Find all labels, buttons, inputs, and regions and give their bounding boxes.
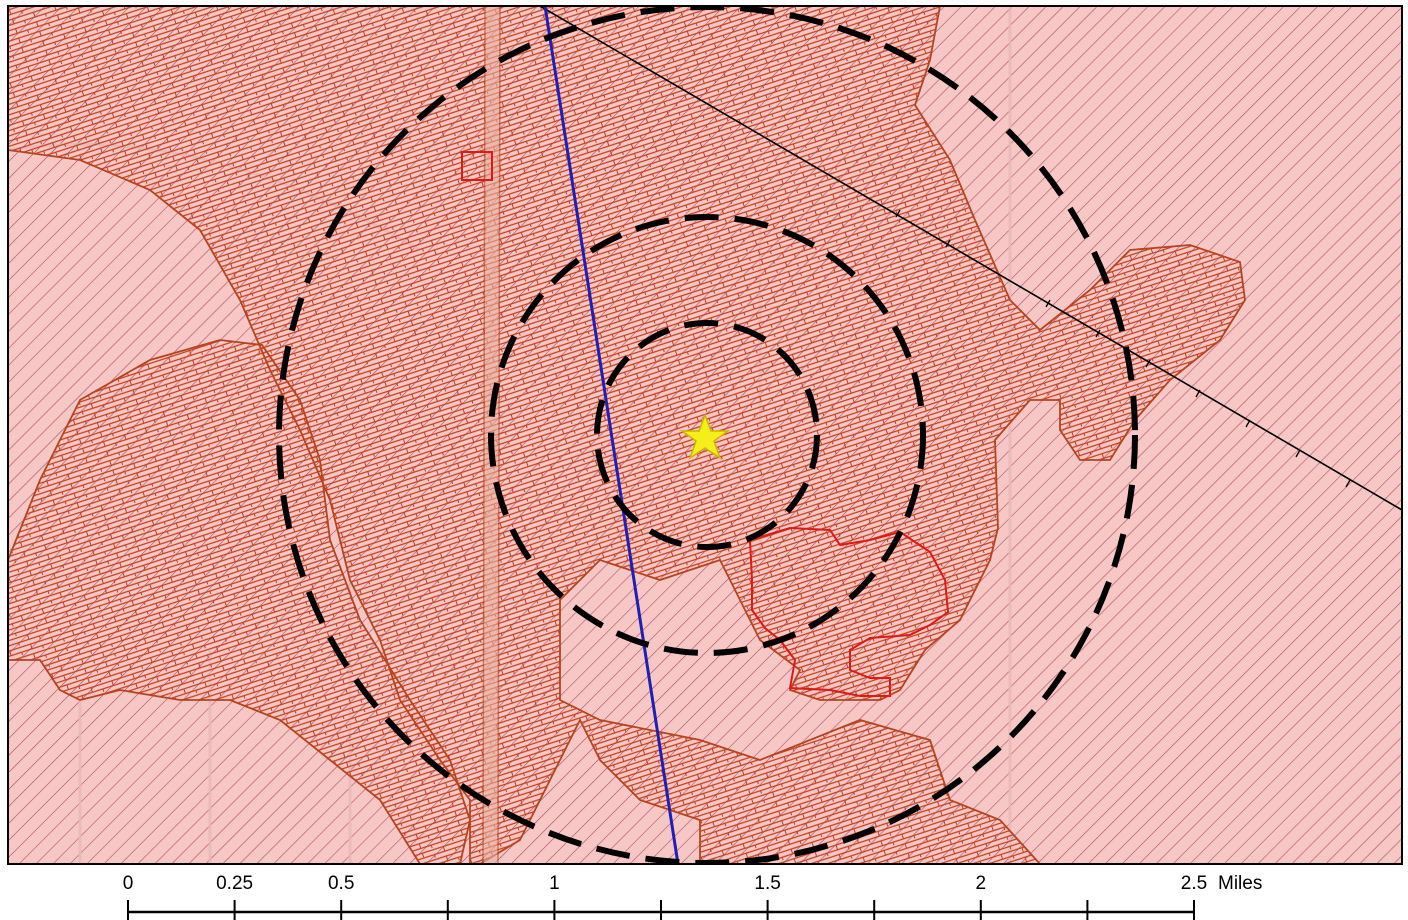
scale-label: 0.25 — [216, 873, 253, 894]
pipeline-line — [543, 6, 680, 864]
scale-label: 1.5 — [754, 873, 780, 894]
scale-unit-label: Miles — [1218, 873, 1262, 894]
scale-labels: 0 0.25 0.5 1 1.5 2 2.5 — [123, 873, 1208, 894]
map-body — [8, 6, 1402, 864]
buffer-ring-inner — [594, 320, 820, 550]
scale-ticks — [127, 900, 1195, 920]
scale-label: 2.5 — [1181, 873, 1207, 894]
map-border — [7, 5, 1403, 865]
large-parcel — [748, 526, 950, 697]
scale-label: 2 — [976, 873, 987, 894]
scale-label: 0 — [123, 873, 134, 894]
railroad — [539, 6, 1402, 511]
small-parcel — [461, 151, 493, 181]
scale-label: 1 — [549, 873, 560, 894]
scale-bar: 0 0.25 0.5 1 1.5 2 2.5 Miles — [123, 873, 1262, 920]
parcels — [461, 151, 950, 697]
site-star-icon[interactable] — [679, 412, 731, 460]
scale-label: 0.5 — [328, 873, 354, 894]
brick-hatch-zone — [8, 6, 1246, 864]
buffer-ring-middle — [488, 214, 926, 656]
